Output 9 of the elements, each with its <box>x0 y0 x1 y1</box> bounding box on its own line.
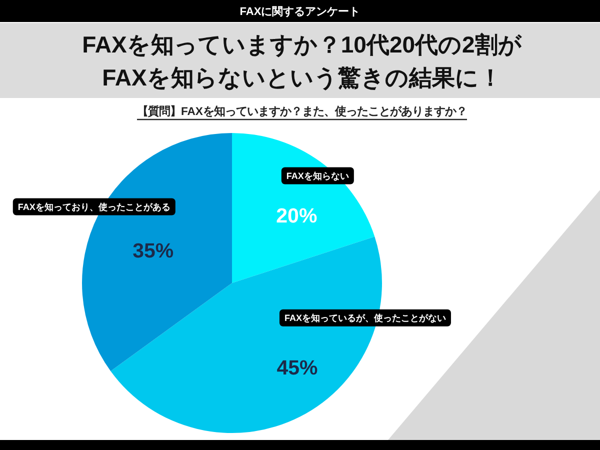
data-label: 20% <box>276 204 318 228</box>
data-label: 35% <box>132 239 174 262</box>
slice-label: FAXを知らない <box>286 170 349 181</box>
slice-label: FAXを知っているが、使ったことがない <box>284 312 446 323</box>
chart-title: FAXを知っていますか？10代20代の2割が FAXを知らないという驚きの結果に！ <box>82 32 522 90</box>
text: FAXに関するアンケート <box>240 6 360 18</box>
chart-subtitle: 【質問】FAXを知っていますか？また、使ったことがありますか？ <box>137 105 467 118</box>
slice-label: FAXを知っており、使ったことがある <box>18 202 170 212</box>
data-label: 45% <box>276 356 318 380</box>
